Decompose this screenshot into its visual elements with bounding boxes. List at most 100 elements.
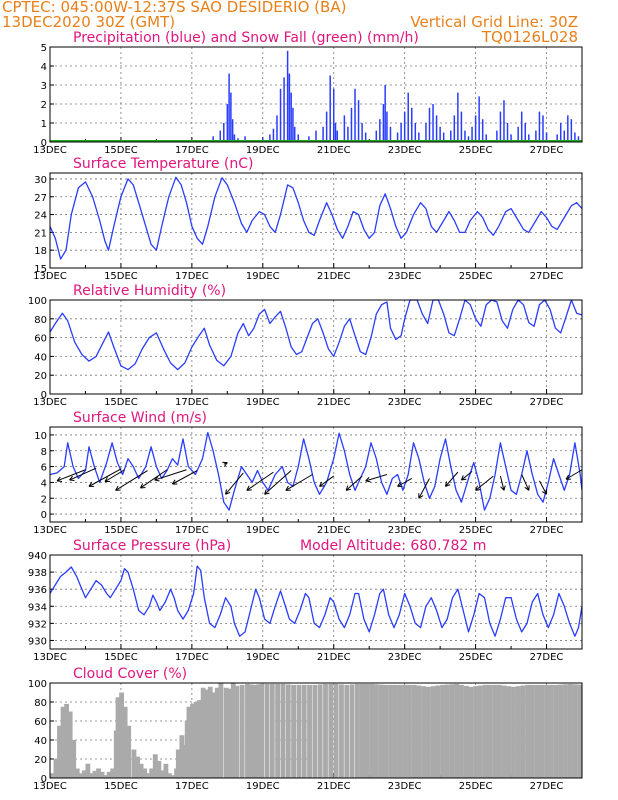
wind-arrow <box>222 461 228 467</box>
precip-bar <box>283 77 285 142</box>
cloud-cover-bar <box>190 703 195 778</box>
cloud-cover-bar <box>248 684 254 778</box>
precip-bar <box>418 132 420 142</box>
cloud-xtick-label: 25DEC <box>459 781 493 792</box>
pressure-xtick-label: 27DEC <box>530 652 564 663</box>
cloud-cover-bar <box>307 684 312 778</box>
cloud-cover-bar <box>444 684 450 778</box>
cloud-cover-bar <box>529 684 535 778</box>
cloud-cover-bar <box>539 684 545 778</box>
cloud-cover-bar <box>392 684 398 778</box>
precip-bar <box>535 130 537 142</box>
cloud-cover-bar <box>402 684 408 778</box>
cloud-cover-bar <box>463 685 469 778</box>
precip-bar <box>375 130 378 142</box>
cloud-cover-bar <box>280 683 286 778</box>
cloud-cover-bar <box>99 771 105 778</box>
cloud-cover-bar <box>312 684 318 778</box>
cloud-cover-bar <box>149 768 155 778</box>
temp-ytick-label: 24 <box>34 211 47 222</box>
precip-bar <box>325 111 328 142</box>
precip-bar <box>290 92 292 142</box>
wind-ytick-label: 4 <box>41 478 47 489</box>
precip-ytick-label: 3 <box>41 81 47 92</box>
temp-xtick-label: 27DEC <box>530 271 564 282</box>
cloud-cover-bar <box>103 775 109 778</box>
rh-xtick-label: 15DEC <box>104 397 138 408</box>
wind-arrow <box>565 469 583 480</box>
precip-ytick-label: 1 <box>41 119 47 130</box>
cloud-xtick-label: 13DEC <box>33 781 67 792</box>
precip-frame <box>49 46 583 143</box>
cloud-cover-bar <box>344 684 350 778</box>
wind-xtick-label: 13DEC <box>33 525 67 536</box>
wind-line <box>49 431 583 511</box>
cloud-ytick-label: 0 <box>41 774 47 785</box>
precip-xtick-label: 17DEC <box>175 145 209 156</box>
wind-xtick-label: 25DEC <box>459 525 493 536</box>
precip-ytick-label: 0 <box>41 138 47 149</box>
wind-arrow <box>418 478 430 499</box>
precip-bar <box>435 115 438 142</box>
precip-xtick-label: 21DEC <box>317 145 351 156</box>
precip-bar <box>425 123 427 142</box>
precip-bar <box>567 115 569 142</box>
precip-bar <box>379 119 381 142</box>
cloud-cover-bar <box>440 684 445 778</box>
rh-xtick-label: 25DEC <box>459 397 493 408</box>
precip-bar <box>439 126 441 142</box>
cloud-cover-bar <box>397 684 403 778</box>
pressure-ytick-label: 934 <box>28 602 47 613</box>
cloud-cover-bar <box>454 683 460 778</box>
precip-bar <box>407 92 409 142</box>
cloud-cover-bar <box>135 756 140 778</box>
precip-bar <box>228 73 230 142</box>
cloud-cover-bar <box>459 684 464 778</box>
precip-bar <box>231 119 234 142</box>
pressure-ytick-label: 938 <box>28 568 47 579</box>
precip-bar <box>457 92 459 142</box>
wind-arrow <box>225 472 244 495</box>
precip-ytick-label: 4 <box>41 62 47 73</box>
temp-line <box>49 176 583 260</box>
pressure-xtick-label: 13DEC <box>33 652 67 663</box>
precip-bar <box>510 134 512 142</box>
temp-xtick-label: 21DEC <box>317 271 351 282</box>
cloud-cover-bar <box>567 683 573 778</box>
wind-arrow <box>365 474 388 483</box>
cloud-cover-bar <box>572 684 578 778</box>
temp-frame <box>49 172 583 269</box>
cloud-cover-bar <box>64 703 70 778</box>
precip-bar <box>286 50 289 142</box>
wind-arrow <box>397 478 413 487</box>
cloud-cover-bar <box>496 684 502 778</box>
precip-bar <box>542 115 544 142</box>
cloud-ytick-label: 60 <box>34 717 47 728</box>
precip-bar <box>244 136 246 142</box>
cloud-cover-bar <box>473 686 479 778</box>
wind-frame <box>49 426 583 523</box>
cloud-cover-bar <box>364 683 370 778</box>
cloud-cover-bar <box>96 768 101 778</box>
wind-arrow <box>538 480 548 495</box>
pressure-xtick-label: 21DEC <box>317 652 351 663</box>
precip-bar <box>503 100 505 142</box>
cloud-cover-bar <box>468 686 474 778</box>
cloud-cover-bar <box>57 725 62 778</box>
precip-xtick-label: 15DEC <box>104 145 138 156</box>
pressure-xtick-label: 19DEC <box>246 652 280 663</box>
temp-ytick-label: 30 <box>34 175 47 186</box>
rh-ytick-label: 100 <box>28 296 47 307</box>
cloud-cover-bar <box>339 684 344 778</box>
cloud-cover-bar <box>85 763 91 778</box>
precip-xtick-label: 19DEC <box>246 145 280 156</box>
cloud-cover-bar <box>328 683 334 778</box>
precip-bar <box>308 136 310 142</box>
cloud-cover-bar <box>520 685 526 778</box>
precip-bar <box>574 132 576 142</box>
cloud-cover-bar <box>60 706 66 778</box>
temp-xtick-label: 19DEC <box>246 271 280 282</box>
precip-ytick-label: 5 <box>41 43 47 54</box>
wind-arrow <box>154 469 187 482</box>
temp-ytick-label: 15 <box>34 264 47 275</box>
